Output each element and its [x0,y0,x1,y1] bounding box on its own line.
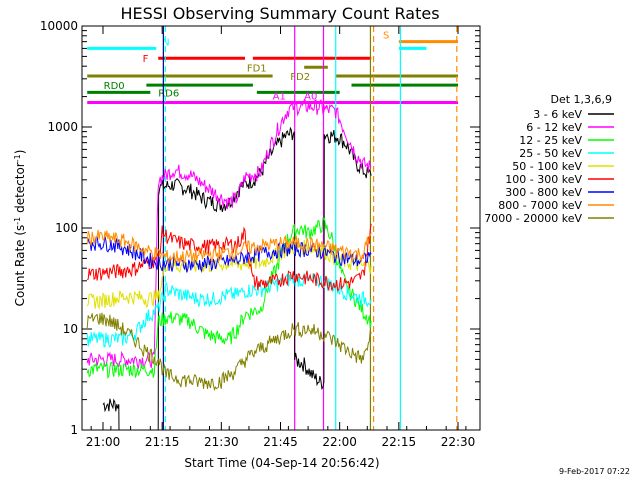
x-tick-label-3: 21:45 [263,435,298,449]
legend-label-5: 100 - 300 keV [505,173,582,186]
y-tick-label-3: 1000 [47,120,78,134]
series-line-8 [86,312,372,392]
state-bar-label-4: FD2 [290,72,310,83]
svg-text:Count Rate (s-1 detector-1): Count Rate (s-1 detector-1) [13,150,28,307]
series-group [86,98,372,431]
footer-timestamp: 9-Feb-2017 07:22 [559,467,630,476]
legend-label-1: 6 - 12 keV [526,121,582,134]
y-tick-label-1: 10 [63,322,78,336]
series-line-1 [86,98,372,370]
series-line-0 [102,126,372,431]
legend-label-7: 800 - 7000 keV [498,199,582,212]
y-tick-label-2: 100 [55,221,78,235]
legend-label-2: 12 - 25 keV [519,134,582,147]
x-tick-label-2: 21:30 [204,435,239,449]
x-tick-label-4: 22:00 [322,435,357,449]
series-line-2 [86,217,372,380]
x-tick-label-1: 21:15 [145,435,180,449]
state-bar-label-0: N [162,37,169,48]
state-bar-label-1: S [383,31,389,42]
instrument-state-bars: N S F FD1 FD2 RD0 RD6 A1 A0 [87,31,458,104]
y-axis-label: Count Rate (s-1 detector-1) [13,150,28,307]
x-tick-label-0: 21:00 [86,435,121,449]
legend-label-6: 300 - 800 keV [505,186,582,199]
legend-label-0: 3 - 6 keV [533,108,582,121]
state-bar-label-7: A1 [273,91,286,102]
y-label-sup2: -1 [13,154,22,162]
event-markers [162,26,458,430]
state-bar-label-3: FD1 [247,63,267,74]
y-label-sup1: -1 [13,217,22,225]
legend-label-8: 7000 - 20000 keV [484,212,582,225]
legend-title: Det 1,3,6,9 [550,93,612,106]
state-bar-label-8: A0 [304,91,317,102]
legend-label-3: 25 - 50 keV [519,147,582,160]
y-label-end: ) [13,150,27,155]
chart-title: HESSI Observing Summary Count Rates [120,4,439,23]
series-line-7 [86,229,372,265]
state-bar-label-6: RD6 [158,88,179,99]
y-tick-label-0: 1 [70,423,78,437]
axes: 21:00 21:15 21:30 21:45 22:00 22:15 22:30 1 10 10… [40,19,481,449]
y-tick-label-4: 10000 [40,19,78,33]
plot-frame [81,25,481,431]
state-bar-label-2: F [143,54,149,65]
y-label-main: Count Rate (s [13,225,27,307]
series-line-5 [87,223,372,292]
x-axis-label: Start Time (04-Sep-14 20:56:42) [184,456,379,470]
series-line-4 [86,239,372,310]
legend-label-4: 50 - 100 keV [512,160,582,173]
state-bar-label-5: RD0 [104,81,125,92]
y-label-mid: detector [13,162,27,217]
x-tick-label-6: 22:30 [441,435,476,449]
series-line-3 [86,272,372,349]
x-tick-label-5: 22:15 [382,435,417,449]
